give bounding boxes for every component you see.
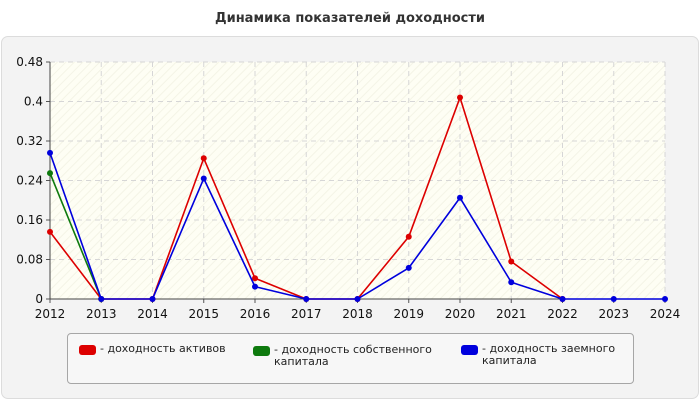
y-tick-label: 0.48 xyxy=(16,55,43,69)
data-point-0-7 xyxy=(405,233,412,240)
y-tick-label: 0.32 xyxy=(16,134,43,148)
x-tick-label: 2013 xyxy=(86,307,117,321)
x-tick-label: 2018 xyxy=(342,307,373,321)
data-point-2-2 xyxy=(149,296,156,302)
legend-label-equity: - доходность собственного капитала xyxy=(274,343,432,368)
x-tick-label: 2017 xyxy=(291,307,322,321)
x-tick-label: 2022 xyxy=(547,307,578,321)
data-point-2-0 xyxy=(47,149,53,156)
data-point-2-10 xyxy=(559,296,566,302)
legend-label-debt: - доходность заемного капитала xyxy=(482,342,616,367)
y-tick-label: 0.24 xyxy=(16,174,43,188)
x-tick-label: 2023 xyxy=(598,307,629,321)
data-point-2-6 xyxy=(354,296,361,302)
data-point-1-0 xyxy=(47,170,53,177)
x-tick-label: 2021 xyxy=(496,307,527,321)
x-tick-label: 2015 xyxy=(188,307,219,321)
series-2 xyxy=(47,149,668,302)
data-point-0-0 xyxy=(47,228,53,235)
data-point-2-12 xyxy=(662,296,668,302)
legend-item-assets[interactable]: - доходность активов xyxy=(79,343,239,355)
legend-item-debt[interactable]: - доходность заемного капитала xyxy=(461,343,626,367)
x-tick-label: 2019 xyxy=(393,307,424,321)
legend-swatch-equity xyxy=(253,346,270,356)
data-point-2-3 xyxy=(200,175,207,182)
data-point-0-9 xyxy=(508,258,515,265)
legend: - доходность активов - доходность собств… xyxy=(67,333,634,384)
y-tick-label: 0 xyxy=(35,292,43,306)
x-tick-label: 2020 xyxy=(445,307,476,321)
legend-swatch-debt xyxy=(461,345,478,355)
series-line-1 xyxy=(49,172,102,300)
y-tick-label: 0.16 xyxy=(16,213,43,227)
x-tick-label: 2012 xyxy=(35,307,66,321)
data-point-2-8 xyxy=(457,194,463,201)
data-point-2-1 xyxy=(98,296,105,302)
data-point-0-3 xyxy=(200,155,207,162)
chart-title: Динамика показателей доходности xyxy=(215,11,485,26)
data-point-0-4 xyxy=(252,275,258,282)
data-point-2-11 xyxy=(610,296,617,302)
data-point-2-5 xyxy=(303,296,310,302)
legend-item-equity[interactable]: - доходность собственного капитала xyxy=(253,344,443,368)
data-point-2-4 xyxy=(252,283,258,290)
x-tick-label: 2016 xyxy=(240,307,271,321)
x-tick-label: 2024 xyxy=(650,307,681,321)
legend-swatch-assets xyxy=(79,345,96,355)
x-tick-label: 2014 xyxy=(137,307,168,321)
y-tick-label: 0.08 xyxy=(16,253,43,267)
legend-label-assets: - доходность активов xyxy=(100,342,226,355)
data-point-2-9 xyxy=(508,279,515,286)
y-tick-label: 0.4 xyxy=(24,95,43,109)
data-point-0-8 xyxy=(457,94,463,101)
data-point-2-7 xyxy=(405,264,412,271)
